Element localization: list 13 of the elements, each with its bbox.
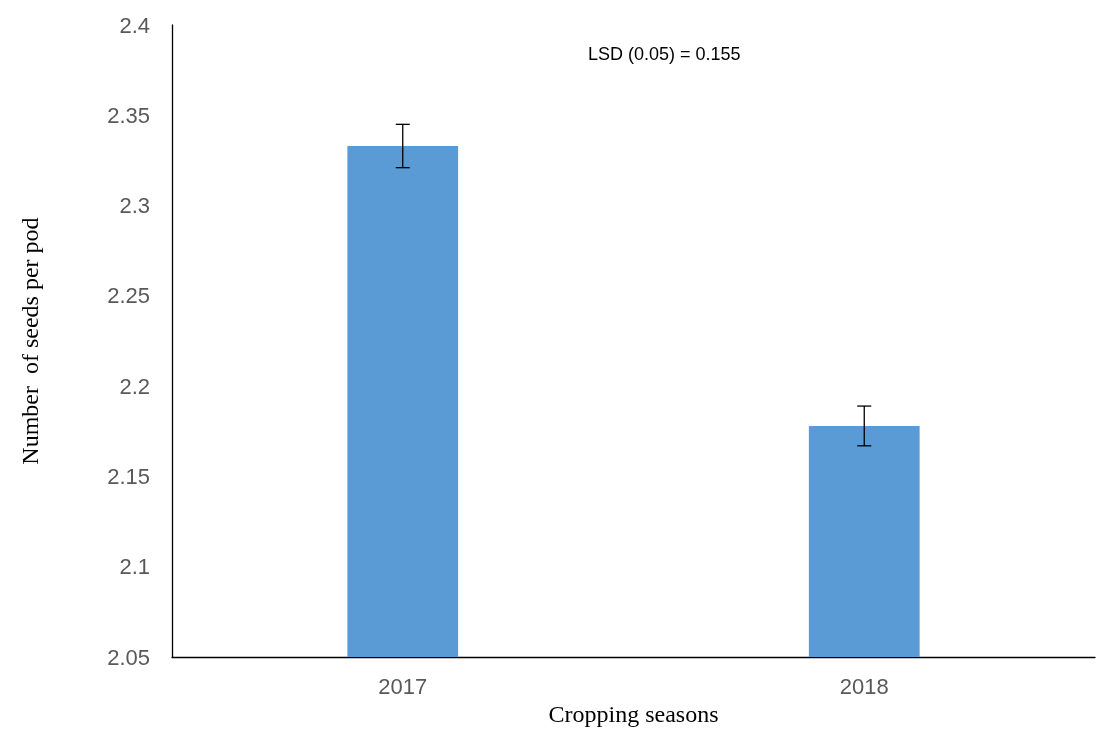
x-tick-label: 2017 xyxy=(378,673,428,699)
y-axis-title: Number of seeds per pod xyxy=(17,217,43,465)
y-tick-label: 2.35 xyxy=(107,102,150,128)
annotation: LSD (0.05) = 0.155 xyxy=(588,44,741,64)
y-tick-label: 2.25 xyxy=(107,283,150,309)
x-tick-label: 2018 xyxy=(839,673,889,699)
y-tick-label: 2.1 xyxy=(119,554,150,580)
y-tick-label: 2.2 xyxy=(119,373,150,399)
y-tick-label: 2.3 xyxy=(119,193,150,219)
y-tick-label: 2.05 xyxy=(107,644,150,670)
y-tick-label: 2.4 xyxy=(119,12,150,38)
x-axis-title: Cropping seasons xyxy=(548,701,719,727)
y-tick-label: 2.15 xyxy=(107,464,150,489)
